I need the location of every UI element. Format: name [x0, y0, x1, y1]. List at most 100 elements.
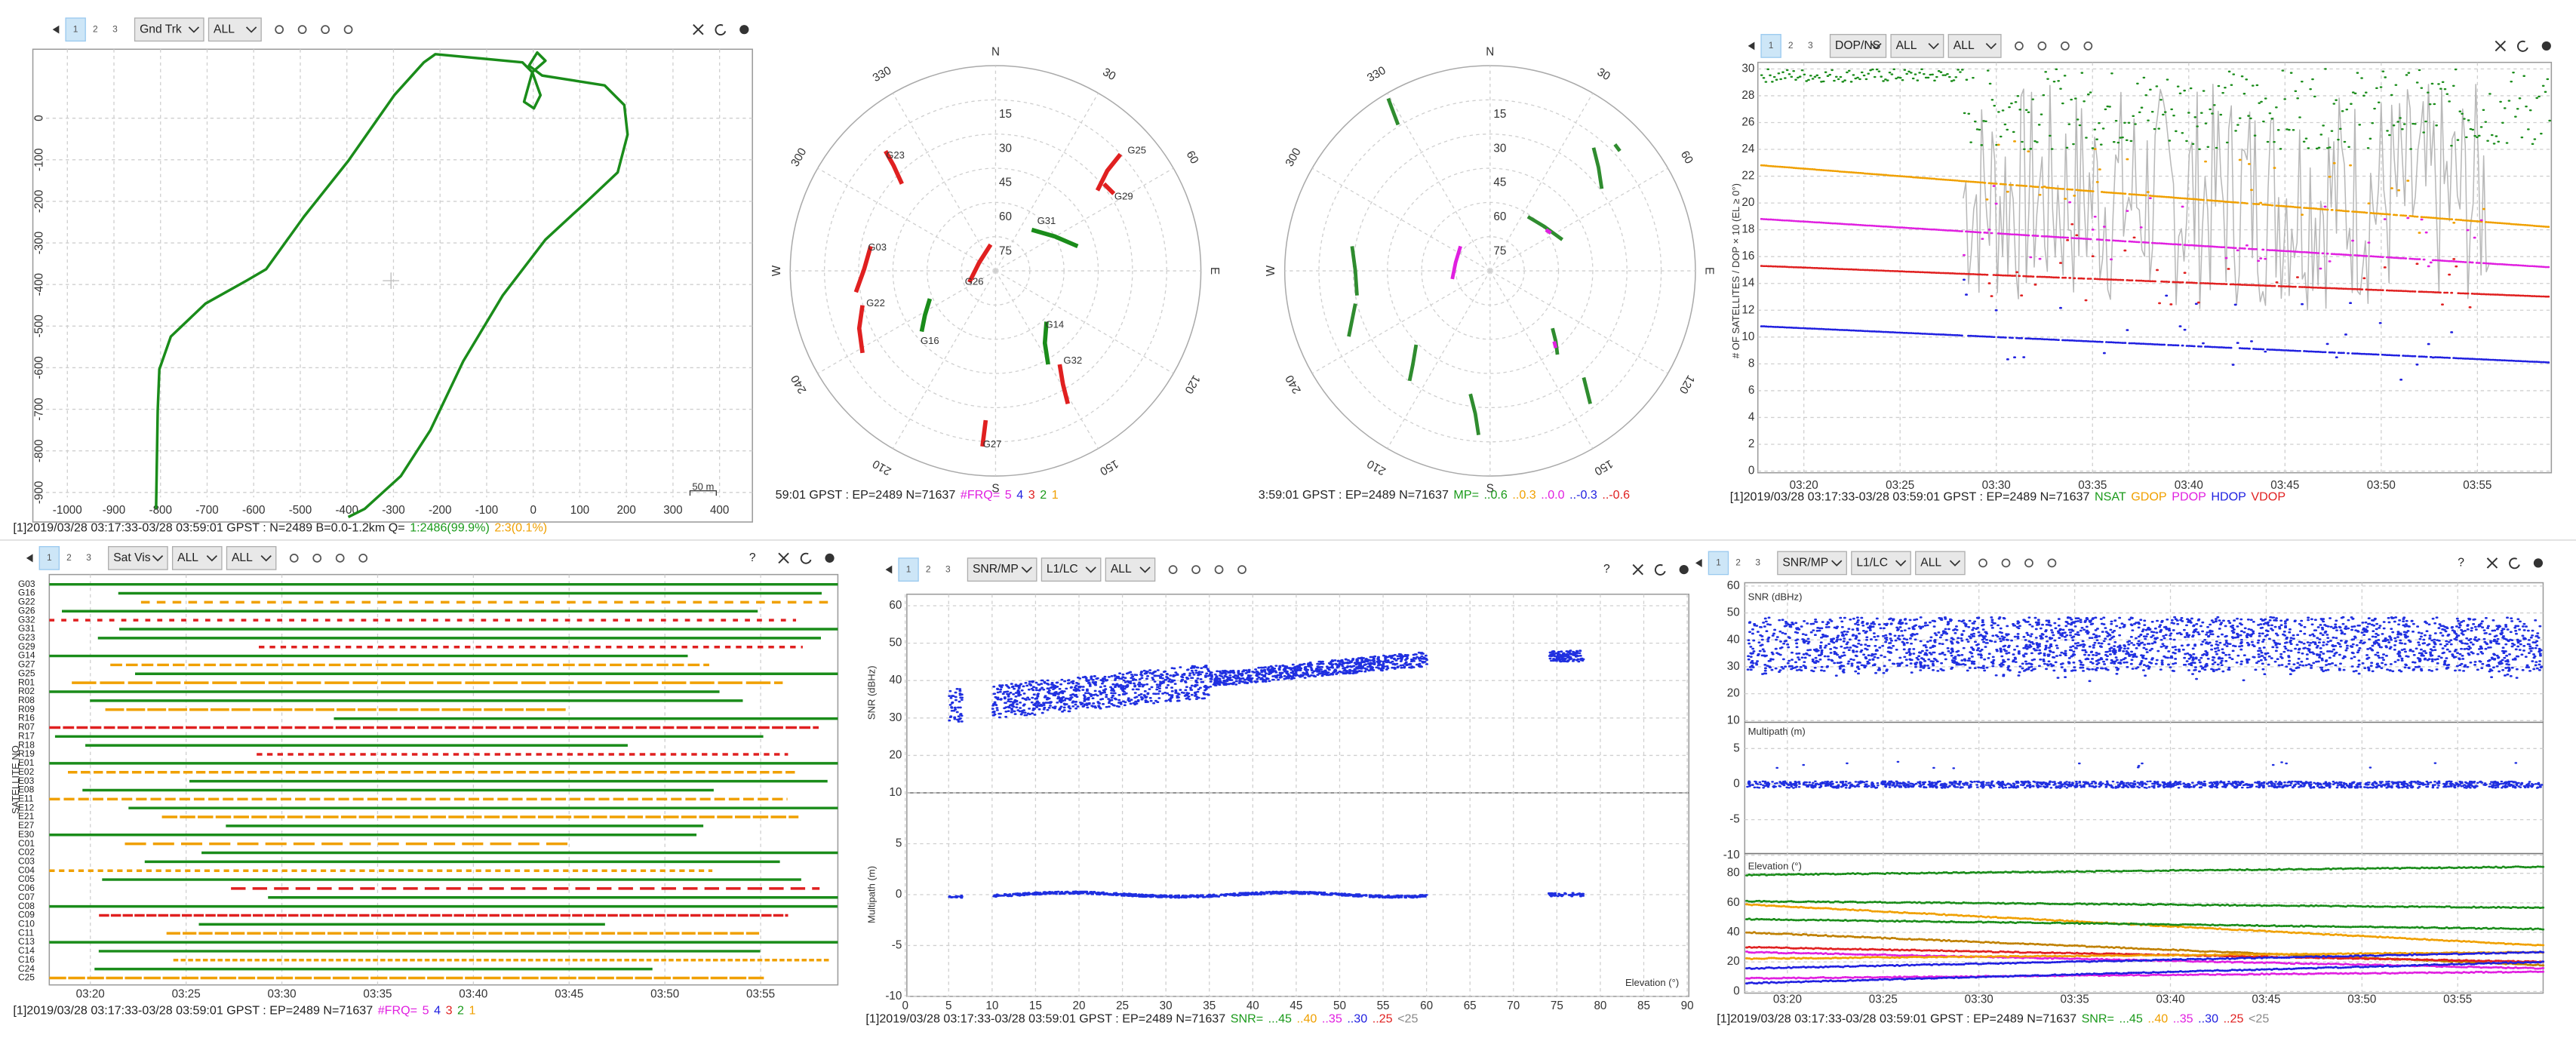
- settings-icon[interactable]: [825, 553, 835, 563]
- dropdown-label: ALL: [177, 551, 198, 564]
- tab-label: 1: [73, 23, 78, 34]
- satellite-label: G31: [18, 623, 35, 634]
- tool-icon[interactable]: [275, 25, 284, 35]
- tool-icon[interactable]: [1214, 565, 1224, 574]
- tab-button[interactable]: [898, 557, 919, 582]
- x-tick-label: -1000: [53, 504, 82, 517]
- settings-icon[interactable]: [2541, 41, 2551, 51]
- x-tick-label: 85: [1637, 999, 1650, 1012]
- dropdown[interactable]: [1851, 551, 1911, 576]
- settings-icon[interactable]: [2533, 558, 2544, 568]
- tool-icon[interactable]: [2060, 41, 2070, 51]
- y-tick-label: 24: [1741, 143, 1754, 155]
- y-tick-label: 4: [1748, 410, 1755, 423]
- y-tick-label: 30: [1727, 660, 1740, 673]
- help-button[interactable]: ?: [1603, 563, 1610, 576]
- tool-icon[interactable]: [2024, 558, 2033, 568]
- collapse-icon[interactable]: [1748, 41, 1755, 51]
- status-bar: 3:59:01 GPST : EP=2489 N=71637 MP= ..0.6..…: [1259, 488, 1630, 502]
- tool-icon[interactable]: [321, 25, 330, 35]
- tab-label: 2: [93, 23, 98, 34]
- collapse-icon[interactable]: [52, 25, 60, 34]
- refresh-icon[interactable]: [1654, 564, 1666, 576]
- refresh-icon[interactable]: [800, 552, 812, 564]
- satellite-label: G32: [1063, 355, 1082, 366]
- close-icon[interactable]: [1632, 563, 1643, 576]
- satellite-track: [919, 298, 933, 333]
- status-text: 3:59:01 GPST : EP=2489 N=71637: [1259, 488, 1449, 502]
- tool-icon[interactable]: [2037, 41, 2047, 51]
- tab-button[interactable]: [65, 17, 86, 42]
- satellite-track: [1582, 376, 1592, 404]
- status-text: [1]2019/03/28 03:17:33-03/28 03:59:01 GP…: [1730, 490, 2090, 504]
- refresh-icon[interactable]: [2517, 40, 2528, 52]
- tab-button[interactable]: [38, 545, 60, 570]
- satellite-label: C04: [18, 864, 35, 875]
- close-icon[interactable]: [778, 552, 789, 564]
- satellite-label: E30: [18, 829, 35, 840]
- tab-button[interactable]: [1708, 551, 1729, 576]
- dropdown[interactable]: [1041, 557, 1102, 582]
- dropdown-chevron: [206, 554, 218, 562]
- dropdown[interactable]: [1890, 34, 1944, 58]
- tool-icon[interactable]: [358, 553, 368, 563]
- settings-icon[interactable]: [1679, 565, 1689, 575]
- tool-icon[interactable]: [1978, 558, 1987, 568]
- tool-icon[interactable]: [2083, 41, 2093, 51]
- y-tick-label: 0: [896, 888, 902, 901]
- close-icon[interactable]: [2495, 40, 2507, 52]
- collapse-icon[interactable]: [26, 554, 33, 563]
- refresh-icon[interactable]: [2509, 557, 2520, 570]
- status-legend: <25: [1397, 1012, 1418, 1026]
- tool-icon[interactable]: [1237, 565, 1247, 574]
- x-tick-label: 03:50: [2347, 993, 2376, 1006]
- y-tick-label: 2: [1748, 438, 1754, 450]
- dropdown-chevron: [1985, 43, 1997, 50]
- satellite-track: [980, 419, 988, 447]
- elevation-ring: [858, 134, 1133, 409]
- tool-icon[interactable]: [335, 553, 345, 563]
- grid-line: [994, 270, 1099, 449]
- collapse-icon[interactable]: [1695, 558, 1702, 567]
- y-tick-label: 30: [889, 711, 902, 724]
- tab-label: 1: [47, 552, 52, 563]
- tool-icon[interactable]: [289, 553, 299, 563]
- collapse-icon[interactable]: [885, 565, 893, 574]
- satellite-label: C13: [18, 936, 35, 947]
- tab-label: 3: [945, 563, 951, 574]
- dropdown[interactable]: [1829, 34, 1887, 58]
- tool-icon[interactable]: [2001, 558, 2011, 568]
- settings-icon[interactable]: [739, 25, 749, 35]
- dropdown-label: SNR/MP: [1782, 557, 1828, 570]
- refresh-icon[interactable]: [715, 24, 727, 36]
- x-tick-label: -400: [335, 504, 358, 517]
- y-tick-label: 5: [1733, 742, 1739, 754]
- azimuth-label: 30: [1595, 66, 1612, 83]
- x-tick-label: 25: [1116, 999, 1129, 1012]
- tool-icon[interactable]: [343, 25, 353, 35]
- status-legend: ..30: [1347, 1012, 1367, 1026]
- dropdown-chevron: [152, 554, 164, 562]
- tool-icon[interactable]: [2047, 558, 2057, 568]
- help-button[interactable]: ?: [749, 551, 756, 564]
- grid-line: [1489, 93, 1594, 272]
- tab-button[interactable]: [1760, 34, 1781, 58]
- help-button[interactable]: ?: [2458, 557, 2464, 570]
- dropdown[interactable]: [207, 17, 262, 42]
- tool-icon[interactable]: [312, 553, 322, 563]
- status-legend: 1:2486(99.9%): [410, 521, 490, 535]
- close-icon[interactable]: [2486, 557, 2498, 569]
- status-text: [1]2019/03/28 03:17:33-03/28 03:59:01 GP…: [1717, 1012, 2076, 1026]
- grid-line: [1489, 167, 1668, 272]
- tool-icon[interactable]: [297, 25, 307, 35]
- tool-icon[interactable]: [2015, 41, 2024, 51]
- close-icon[interactable]: [693, 23, 704, 35]
- status-bar: [1]2019/03/28 03:17:33-03/28 03:59:01 GP…: [13, 521, 547, 535]
- dropdown-label: DOP/NS: [1835, 39, 1880, 52]
- tool-icon[interactable]: [1191, 565, 1200, 574]
- satellite-track: [1450, 245, 1462, 280]
- tool-icon[interactable]: [1168, 565, 1178, 574]
- y-tick-label: 40: [889, 674, 902, 686]
- dropdown[interactable]: [1947, 34, 2002, 58]
- dropdown[interactable]: [108, 545, 168, 570]
